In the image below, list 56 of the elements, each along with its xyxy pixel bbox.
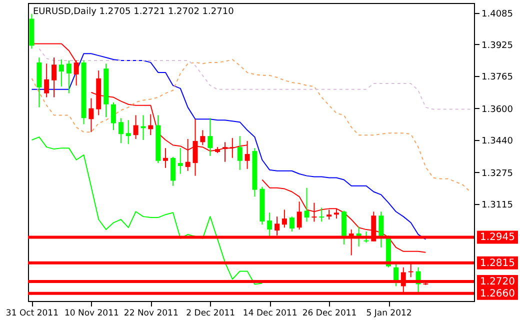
candlestick: [52, 57, 57, 98]
line-series: [31, 58, 471, 192]
y-tick-label: 1.4085: [482, 9, 513, 20]
candlestick: [364, 231, 369, 244]
candlestick: [208, 118, 213, 156]
y-tick-label: 1.3115: [482, 200, 513, 210]
candlestick: [326, 209, 332, 220]
line-series: [31, 136, 263, 285]
candlestick: [140, 114, 146, 140]
candlestick: [334, 208, 339, 220]
x-tick-label: 14 Dec 2011: [242, 308, 298, 318]
y-tick-label: 1.3275: [482, 168, 513, 179]
candlestick: [185, 138, 190, 172]
x-tick-label: 31 Oct 2011: [6, 308, 58, 318]
x-tick-label: 26 Dec 2011: [302, 308, 357, 318]
y-tick-label: 1.3925: [482, 40, 513, 51]
candlestick: [296, 201, 302, 230]
candlestick: [148, 114, 154, 136]
candlestick: [88, 98, 94, 133]
x-tick-label: 22 Nov 2011: [124, 308, 178, 318]
candlestick: [237, 136, 242, 170]
ref-line-label: 1.2945: [480, 232, 515, 244]
candlestick: [267, 212, 272, 237]
line-series: [38, 48, 471, 110]
candlestick: [74, 60, 79, 86]
candlestick: [58, 58, 64, 87]
candlestick: [44, 63, 50, 98]
candlestick: [66, 60, 72, 94]
candlestick: [282, 209, 287, 228]
candlestick: [319, 207, 324, 222]
candlestick: [133, 114, 138, 140]
candlestick: [304, 187, 310, 222]
candlestick: [192, 118, 198, 176]
y-tick-label: 1.3600: [482, 104, 514, 115]
candlestick: [126, 120, 131, 145]
candlestick: [230, 138, 235, 158]
candlestick: [170, 156, 176, 186]
x-tick-label: 10 Nov 2011: [64, 308, 119, 318]
candlestick: [110, 102, 116, 131]
y-tick-label: 1.3765: [482, 72, 513, 82]
candlestick: [118, 118, 124, 144]
ref-line-label: 1.2815: [480, 258, 515, 269]
chart-title: EURUSD,Daily 1.2705 1.2721 1.2702 1.2710: [33, 7, 234, 17]
candlestick: [244, 140, 250, 170]
candlestick: [200, 130, 206, 146]
x-tick-label: 5 Jan 2012: [366, 308, 412, 318]
candlestick: [222, 142, 228, 162]
candlestick: [289, 216, 294, 232]
candlestick: [378, 211, 384, 248]
candlestick: [163, 148, 168, 168]
ref-line-label: 1.2720: [480, 276, 515, 288]
candlestick: [312, 202, 317, 222]
candlestick: [178, 148, 183, 174]
ref-line-label: 1.2660: [480, 288, 515, 300]
x-tick-label: 2 Dec 2011: [186, 308, 236, 318]
y-tick-label: 1.3440: [482, 136, 514, 146]
